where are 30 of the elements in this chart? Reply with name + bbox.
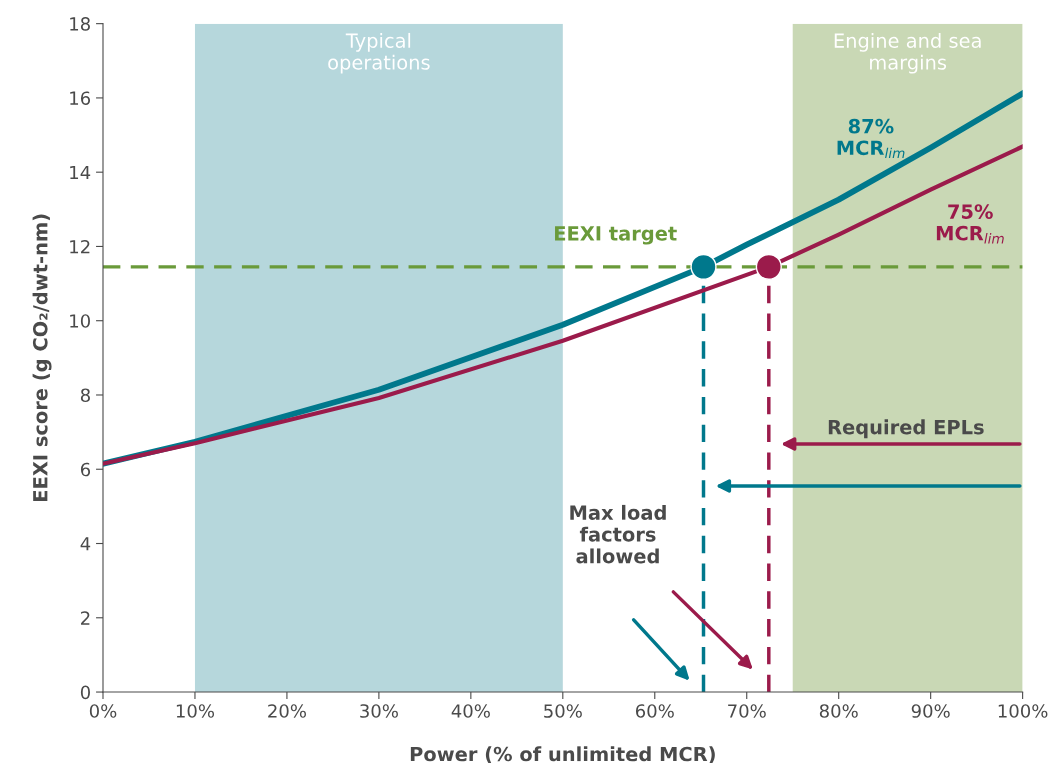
x-tick-label: 40% <box>451 704 490 718</box>
y-tick-label: 0 <box>80 685 90 700</box>
x-tick-label: 80% <box>819 704 858 718</box>
y-tick-label: 14 <box>70 165 91 180</box>
y-tick-label: 12 <box>70 239 90 254</box>
y-axis-title: EEXI score (g CO₂/dwt-nm) <box>32 214 52 501</box>
y-tick-label: 2 <box>81 611 90 625</box>
x-tick-label: 70% <box>728 704 766 718</box>
y-tick-label: 10 <box>70 314 90 328</box>
x-tick-label: 10% <box>176 704 215 718</box>
annotation: Required EPLs <box>828 419 984 439</box>
annotation: Max load factors allowed <box>570 504 666 564</box>
band-label: Typical operations <box>328 32 430 74</box>
band-label: Engine and sea margins <box>834 32 981 74</box>
series-label: 75% MCR$_{lim}$ <box>936 204 1004 244</box>
x-tick-label: 100% <box>998 704 1048 718</box>
series-label: 87% MCR$_{lim}$ <box>837 118 905 159</box>
y-tick-label: 8 <box>80 388 90 403</box>
y-tick-label: 6 <box>80 462 91 477</box>
ref-line-label: EEXI target <box>555 226 677 245</box>
y-tick-label: 16 <box>70 91 91 106</box>
x-axis-title: Power (% of unlimited MCR) <box>410 746 715 763</box>
x-tick-label: 60% <box>635 704 674 718</box>
y-tick-label: 18 <box>70 17 90 31</box>
x-tick-label: 20% <box>268 704 306 718</box>
x-tick-label: 0% <box>89 704 117 718</box>
x-tick-label: 50% <box>544 704 582 718</box>
y-tick-label: 4 <box>80 537 91 551</box>
x-tick-label: 90% <box>911 704 950 718</box>
x-tick-label: 30% <box>360 704 398 718</box>
